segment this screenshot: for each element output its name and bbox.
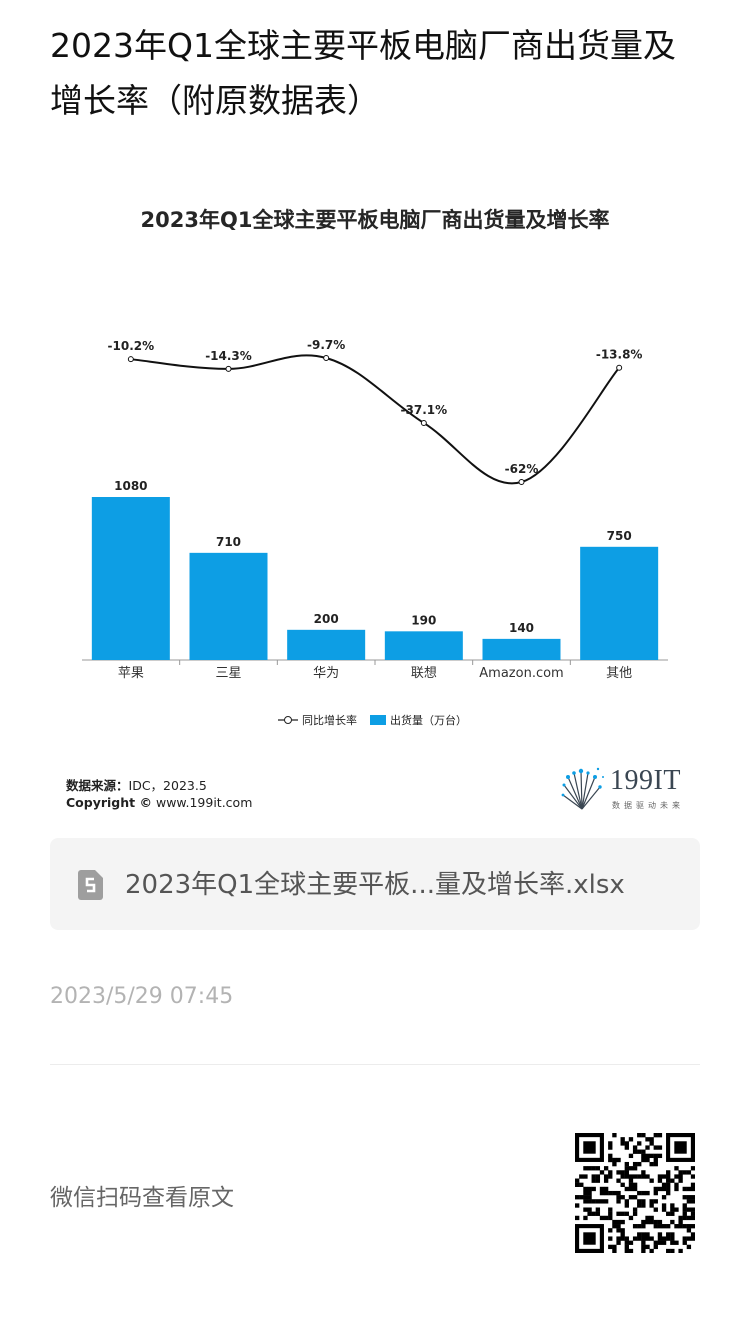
copyright-label: Copyright © — [66, 795, 152, 810]
copyright-line: Copyright © www.199it.com — [66, 795, 252, 810]
growth-rate-label: -62% — [505, 462, 539, 476]
divider — [50, 1064, 700, 1065]
legend-label: 同比增长率 — [302, 713, 357, 727]
data-source: 数据来源：IDC，2023.5 — [66, 775, 207, 794]
growth-rate-point — [127, 356, 134, 363]
growth-rate-point — [225, 365, 232, 372]
spreadsheet-file-icon — [78, 870, 103, 900]
x-tick-label: 三星 — [215, 666, 241, 681]
chart-image: 1080 苹果 710 三星 200 华为 190 联想 140 Amazon.com 750 其他 -… — [50, 190, 700, 830]
qr-code-icon[interactable] — [575, 1133, 695, 1253]
x-tick-label: 联想 — [411, 665, 437, 681]
growth-rate-point — [616, 364, 623, 371]
growth-rate-point — [420, 419, 427, 426]
dandelion-logo-icon — [561, 767, 604, 810]
chart-title: 2023年Q1全球主要平板电脑厂商出货量及增长率 — [140, 208, 610, 232]
legend-label: 出货量（万台） — [390, 713, 467, 727]
post-date: 2023/5/29 07:45 — [50, 984, 234, 1009]
bar — [482, 638, 561, 660]
growth-rate-point — [518, 479, 525, 485]
legend-line-marker — [284, 716, 292, 724]
growth-rate-line — [130, 354, 620, 485]
growth-rate-label: -14.3% — [205, 349, 252, 363]
growth-rate-label: -37.1% — [401, 403, 448, 417]
copyright-url: www.199it.com — [155, 795, 253, 810]
x-tick-label: Amazon.com — [479, 666, 563, 681]
bar-value-label: 1080 — [114, 479, 147, 493]
attachment-filename: 2023年Q1全球主要平板...量及增长率.xlsx — [125, 870, 625, 900]
brand-slogan: 数据驱动未来 — [612, 801, 684, 810]
brand-logo: 199IT 数据驱动未来 — [558, 765, 694, 817]
growth-rate-label: -13.8% — [596, 348, 643, 362]
qr-prompt: 微信扫码查看原文 — [50, 1185, 234, 1211]
legend-bar-swatch — [370, 715, 386, 725]
x-tick-label: 苹果 — [118, 666, 144, 681]
growth-rate-point — [323, 355, 330, 361]
bar-value-label: 190 — [411, 613, 436, 627]
chart-plot: 1080 苹果 710 三星 200 华为 190 联想 140 Amazon.com 750 其他 -… — [82, 338, 668, 727]
bar — [384, 631, 463, 660]
bar-value-label: 140 — [509, 621, 534, 635]
bar — [580, 546, 659, 660]
bar-value-label: 750 — [607, 529, 632, 543]
x-tick-label: 其他 — [606, 666, 632, 681]
brand-name: 199IT — [610, 765, 681, 796]
bar-value-label: 710 — [216, 535, 241, 549]
article-title: 2023年Q1全球主要平板电脑厂商出货量及增长率（附原数据表） — [50, 26, 676, 120]
data-source-label: 数据来源： — [66, 778, 129, 793]
attachment-file[interactable]: 2023年Q1全球主要平板...量及增长率.xlsx — [50, 838, 700, 930]
x-tick-label: 华为 — [313, 666, 339, 681]
bar — [91, 497, 170, 660]
bar-value-label: 200 — [314, 612, 339, 626]
growth-rate-label: -9.7% — [307, 338, 345, 352]
bar — [189, 552, 268, 660]
data-source-value: IDC，2023.5 — [128, 778, 207, 793]
growth-rate-label: -10.2% — [108, 339, 155, 353]
bar — [287, 629, 366, 660]
